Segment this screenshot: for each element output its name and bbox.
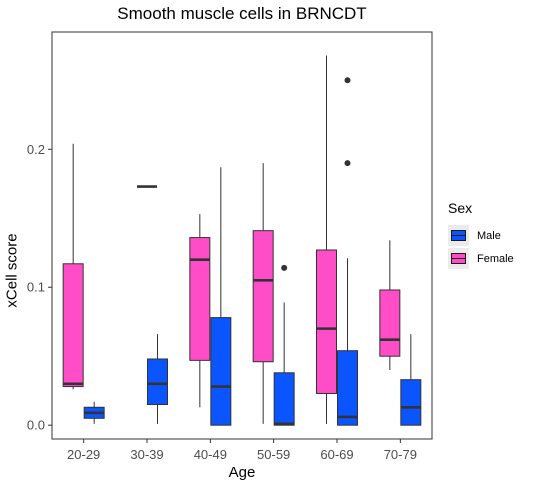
box-female xyxy=(316,249,337,394)
legend-item-female: Female xyxy=(448,247,514,270)
legend-label-male: Male xyxy=(477,229,501,242)
outlier-point-male xyxy=(281,264,288,271)
x-tick-label: 30-39 xyxy=(130,447,163,462)
x-tick-label: 70-79 xyxy=(384,447,417,462)
x-tick-label: 40-49 xyxy=(194,447,227,462)
x-axis-label: Age xyxy=(228,464,256,481)
y-tick-label: 0.0 xyxy=(27,418,45,433)
x-tick-label: 60-69 xyxy=(320,447,353,462)
legend-title: Sex xyxy=(448,200,473,216)
box-male xyxy=(147,358,168,406)
x-tick-label: 20-29 xyxy=(67,447,100,462)
outlier-point-male xyxy=(344,160,351,167)
legend-swatch-male xyxy=(451,230,466,241)
legend-key-male xyxy=(448,225,469,246)
box-female xyxy=(189,237,211,361)
y-tick-label: 0.1 xyxy=(27,280,45,295)
legend-key-female xyxy=(448,248,469,269)
y-tick-label: 0.2 xyxy=(27,142,45,157)
plot-panel xyxy=(51,31,433,440)
box-male xyxy=(400,379,422,426)
chart-title: Smooth muscle cells in BRNCDT xyxy=(117,4,367,23)
legend-swatch-female xyxy=(451,253,466,264)
box-female xyxy=(252,230,274,363)
box-male xyxy=(337,350,358,426)
outlier-point-male xyxy=(344,77,351,84)
box-male xyxy=(210,317,232,426)
legend-item-male: Male xyxy=(448,224,514,247)
box-male xyxy=(273,372,295,426)
box-female xyxy=(62,263,84,388)
box-female xyxy=(379,289,401,357)
y-axis-label: xCell score xyxy=(3,233,21,308)
x-tick-label: 50-59 xyxy=(257,447,290,462)
legend: Sex Male Female xyxy=(448,200,514,270)
legend-label-female: Female xyxy=(477,252,514,265)
